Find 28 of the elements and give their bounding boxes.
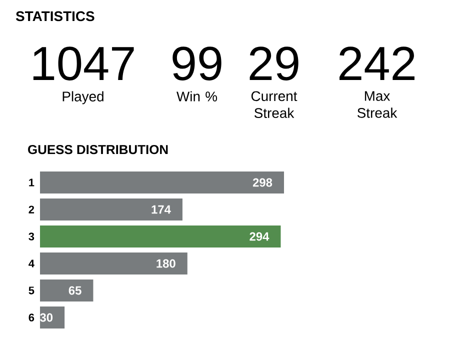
text: 1047 xyxy=(33,46,134,80)
chart-title: GUESS DISTRIBUTION xyxy=(28,144,168,154)
y-tick-label: 1 xyxy=(29,178,34,186)
text: Max Streak xyxy=(357,91,398,118)
text: 29 xyxy=(250,46,298,80)
bar xyxy=(40,280,94,302)
bar xyxy=(40,306,65,329)
text: 242 xyxy=(340,46,414,80)
data-label: 30 xyxy=(40,313,53,322)
data-label: 180 xyxy=(156,259,176,268)
y-tick-label: 2 xyxy=(28,206,34,214)
text: 99 xyxy=(172,46,222,80)
y-tick-label: 5 xyxy=(28,286,34,294)
y-tick-label: 3 xyxy=(28,232,34,240)
data-label: 65 xyxy=(68,286,82,295)
bar xyxy=(40,198,182,221)
y-tick-label: 4 xyxy=(28,260,34,268)
bar xyxy=(40,252,188,275)
data-label: 294 xyxy=(250,232,270,241)
bar xyxy=(40,172,284,194)
data-label: 174 xyxy=(152,205,171,214)
text: Current Streak xyxy=(251,91,298,118)
text: Win % xyxy=(176,91,218,102)
bar xyxy=(40,226,281,248)
y-tick-label: 6 xyxy=(28,314,34,322)
text: Played xyxy=(62,91,104,104)
data-label: 298 xyxy=(252,178,272,187)
text: STATISTICS xyxy=(16,11,94,22)
